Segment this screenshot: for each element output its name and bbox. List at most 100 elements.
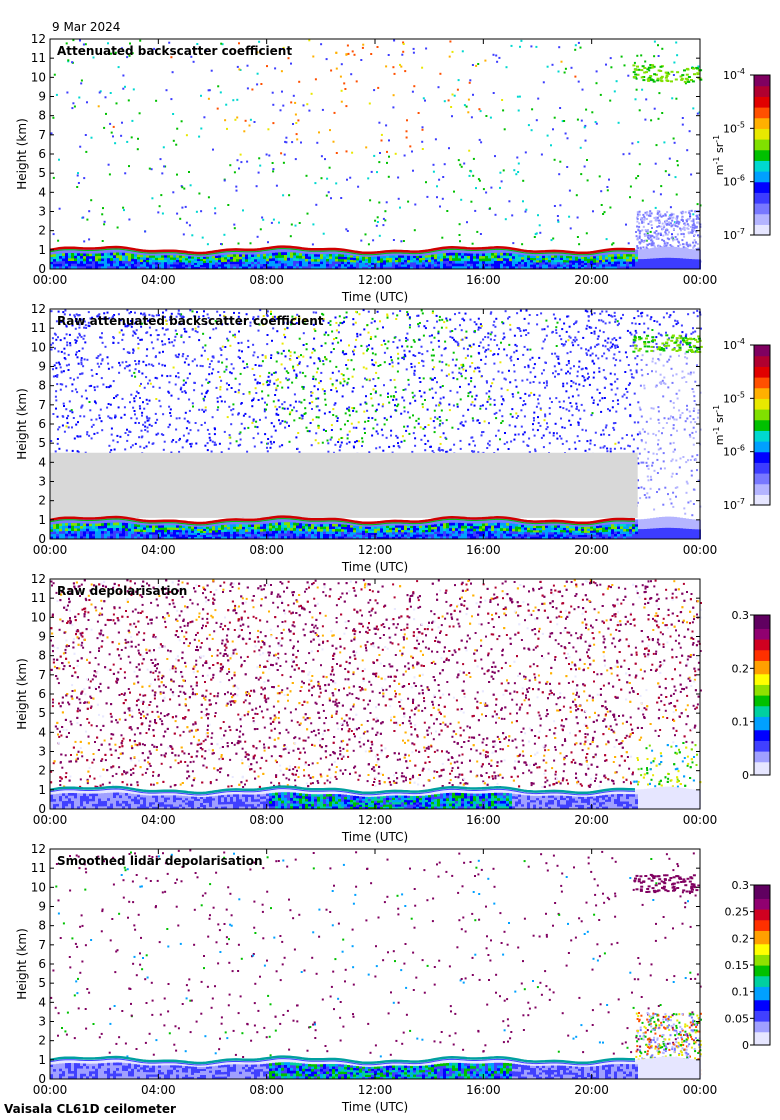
- data-point: [338, 438, 341, 441]
- data-point: [168, 41, 171, 44]
- data-point: [169, 374, 172, 377]
- data-point: [165, 309, 168, 312]
- band-cell: [188, 260, 191, 264]
- band-cell: [80, 250, 83, 254]
- data-point: [64, 309, 67, 312]
- data-point: [471, 64, 474, 66]
- data-point: [639, 241, 642, 244]
- band-cell: [533, 251, 536, 255]
- data-point: [586, 440, 589, 443]
- band-cell: [98, 266, 101, 270]
- data-point: [252, 419, 255, 422]
- band-cell: [95, 258, 98, 262]
- band-cell: [584, 267, 587, 270]
- data-point: [694, 330, 697, 333]
- band-cell: [242, 254, 245, 258]
- band-cell: [536, 266, 539, 270]
- band-cell: [296, 250, 299, 254]
- band-cell: [137, 254, 140, 258]
- band-cell: [584, 265, 587, 268]
- band-cell: [146, 253, 149, 256]
- band-cell: [503, 266, 506, 270]
- band-cell: [305, 266, 308, 270]
- data-point: [470, 377, 473, 380]
- data-point: [177, 353, 180, 356]
- data-point: [627, 384, 630, 386]
- band-cell: [314, 256, 317, 260]
- data-point: [646, 232, 649, 235]
- data-point: [340, 441, 343, 444]
- band-cell: [131, 253, 134, 257]
- y-tick-label: 5: [38, 166, 46, 180]
- data-point: [657, 245, 660, 248]
- data-point: [580, 119, 583, 122]
- band-cell: [95, 253, 98, 257]
- band-cell: [179, 264, 182, 268]
- band-cell: [134, 264, 137, 268]
- band-cell: [188, 262, 191, 266]
- band-cell: [551, 253, 554, 256]
- data-point: [604, 345, 607, 348]
- band-cell: [221, 266, 224, 270]
- data-point: [89, 409, 92, 412]
- band-cell: [524, 266, 527, 270]
- data-point: [206, 243, 209, 246]
- data-point: [58, 158, 60, 161]
- band-cell: [311, 254, 314, 258]
- data-point: [658, 215, 661, 218]
- data-point: [536, 323, 539, 326]
- band-cell: [611, 259, 614, 263]
- data-point: [517, 162, 520, 165]
- band-cell: [86, 263, 89, 267]
- data-point: [417, 323, 420, 326]
- data-point: [640, 54, 643, 57]
- band-cell: [287, 266, 290, 270]
- data-point: [576, 216, 579, 219]
- data-point: [438, 345, 441, 348]
- band-cell: [623, 266, 626, 270]
- band-cell: [293, 263, 296, 267]
- data-point: [351, 151, 354, 154]
- data-point: [114, 142, 117, 145]
- data-point: [519, 330, 522, 332]
- band-cell: [509, 258, 512, 262]
- data-point: [647, 467, 650, 470]
- data-point: [695, 231, 698, 234]
- data-point: [659, 193, 662, 196]
- band-cell: [473, 266, 476, 270]
- data-point: [73, 105, 76, 108]
- data-point: [439, 419, 442, 422]
- band-cell: [146, 262, 149, 265]
- band-cell: [116, 266, 119, 270]
- band-cell: [128, 266, 131, 270]
- band-cell: [548, 260, 551, 263]
- band-cell: [209, 254, 212, 257]
- data-point: [79, 435, 82, 438]
- band-cell: [335, 254, 338, 257]
- data-point: [183, 187, 186, 190]
- data-point: [196, 43, 199, 45]
- data-point: [93, 389, 96, 392]
- band-cell: [125, 253, 128, 257]
- y-tick-label: 4: [38, 185, 46, 199]
- data-point: [679, 75, 683, 78]
- data-point: [276, 384, 279, 387]
- band-cell: [398, 260, 401, 263]
- data-point: [255, 392, 258, 394]
- band-cell: [458, 266, 461, 270]
- data-point: [236, 65, 239, 68]
- data-point: [387, 175, 390, 178]
- data-point: [99, 90, 102, 93]
- data-point: [513, 351, 516, 354]
- data-point: [271, 162, 274, 164]
- data-point: [638, 323, 641, 325]
- band-cell: [284, 266, 287, 270]
- band-cell: [233, 266, 236, 270]
- band-cell: [308, 254, 311, 257]
- band-cell: [407, 264, 410, 268]
- data-point: [209, 439, 212, 442]
- band-cell: [116, 260, 119, 264]
- data-point: [98, 417, 101, 420]
- band-cell: [140, 252, 143, 256]
- band-cell: [239, 266, 242, 270]
